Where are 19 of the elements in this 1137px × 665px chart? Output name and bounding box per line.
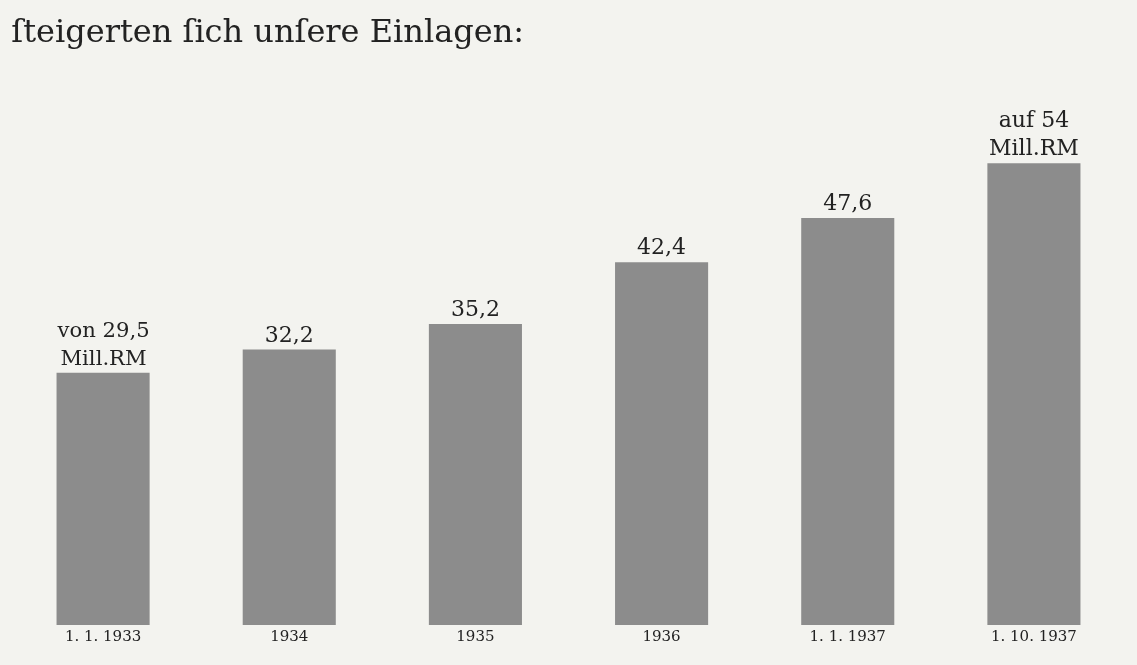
bar [615,262,709,625]
bar [428,323,522,625]
x-tick-label: 1935 [456,627,495,645]
data-label: 47,6 [823,189,873,215]
bar [801,217,895,625]
x-tick-label: 1936 [642,627,681,645]
bar [56,372,150,625]
x-tick-label: 1. 1. 1937 [809,627,886,645]
data-label: von 29,5 Mill.RM [56,317,150,370]
x-tick-label: 1. 10. 1937 [990,627,1077,645]
data-label: 35,2 [450,295,500,321]
chart-title: ſteigerten ſich unſere Einlagen: [11,12,525,51]
x-tick-label: 1934 [270,627,309,645]
bar [242,349,336,625]
data-label: 42,4 [637,234,687,260]
bar [987,163,1081,625]
x-tick-label: 1. 1. 1933 [64,627,142,645]
data-label: auf 54 Mill.RM [989,106,1079,161]
data-label: 32,2 [264,321,314,347]
